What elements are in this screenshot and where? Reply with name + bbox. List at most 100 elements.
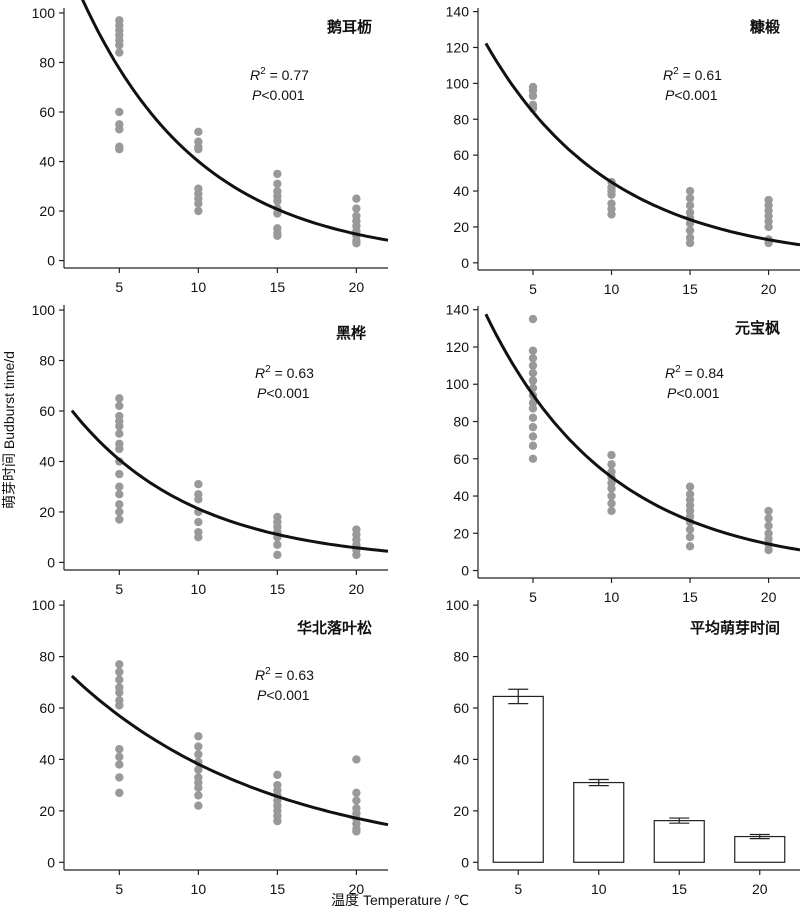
- data-point: [685, 525, 695, 534]
- data-point: [607, 210, 616, 219]
- r-squared-value: = 0.63: [271, 365, 314, 381]
- x-tick-label: 20: [349, 581, 365, 597]
- bar: [734, 835, 786, 863]
- y-tick-label: 40: [39, 154, 55, 170]
- r-superscript: 2: [260, 66, 266, 77]
- r-symbol: R: [663, 67, 673, 83]
- data-point: [273, 550, 282, 560]
- data-point: [685, 482, 695, 491]
- y-tick-label: 80: [39, 649, 55, 665]
- data-point: [273, 179, 282, 189]
- p-value-label: P<0.001: [252, 87, 305, 103]
- r-squared-label: R2 = 0.84: [665, 364, 724, 381]
- fit-curve: [484, 313, 800, 552]
- data-point: [115, 752, 124, 762]
- r-symbol: R: [665, 365, 675, 381]
- x-tick-label: 20: [349, 279, 365, 295]
- fit-curve: [81, 0, 389, 242]
- r-symbol: R: [250, 67, 260, 83]
- r-squared-label: R2 = 0.61: [663, 66, 722, 83]
- x-tick-label: 10: [191, 581, 207, 597]
- r-squared-label: R2 = 0.63: [255, 666, 314, 683]
- y-tick-label: 20: [39, 803, 55, 819]
- panel-title: 糠椴: [749, 18, 780, 36]
- data-point: [607, 450, 616, 460]
- data-point: [685, 238, 695, 248]
- data-point: [115, 507, 124, 517]
- data-point: [352, 827, 361, 836]
- y-tick-label: 0: [461, 255, 469, 271]
- y-tick-label: 0: [47, 253, 55, 269]
- data-point: [115, 490, 124, 499]
- data-point: [115, 660, 124, 669]
- data-point: [273, 196, 282, 206]
- x-tick-label: 5: [115, 581, 123, 597]
- data-point: [194, 742, 203, 751]
- data-point: [194, 732, 203, 741]
- data-point: [273, 540, 282, 549]
- x-tick-label: 5: [115, 279, 123, 295]
- y-tick-label: 40: [39, 751, 55, 767]
- data-point: [194, 127, 203, 137]
- y-tick-label: 80: [39, 353, 55, 369]
- data-point: [115, 429, 124, 438]
- data-point: [764, 506, 773, 516]
- fit-curve: [70, 674, 389, 827]
- y-tick-label: 80: [453, 111, 469, 127]
- r-squared-value: = 0.84: [681, 365, 724, 381]
- data-point: [273, 770, 282, 780]
- p-value: <0.001: [266, 385, 309, 401]
- y-tick-label: 80: [453, 649, 469, 665]
- y-tick-label: 40: [453, 488, 469, 504]
- y-tick-label: 100: [446, 597, 470, 613]
- x-axis-label: 温度 Temperature / ℃: [331, 892, 469, 908]
- panel-title: 黑桦: [336, 324, 366, 342]
- x-tick-label: 5: [529, 589, 537, 605]
- data-point: [115, 394, 124, 403]
- x-tick-label: 5: [514, 881, 522, 897]
- data-point: [528, 361, 538, 370]
- data-point: [115, 48, 124, 57]
- data-point: [273, 231, 282, 241]
- data-point: [115, 40, 124, 50]
- data-point: [115, 667, 124, 677]
- data-point: [352, 550, 361, 560]
- p-symbol: P: [665, 87, 675, 103]
- y-tick-label: 20: [39, 504, 55, 520]
- x-tick-label: 20: [752, 881, 768, 897]
- r-squared-value: = 0.63: [271, 667, 314, 683]
- data-point: [528, 376, 538, 385]
- x-tick-label: 10: [591, 881, 607, 897]
- data-point: [115, 773, 124, 782]
- data-point: [685, 194, 695, 203]
- data-point: [115, 500, 124, 509]
- bar: [573, 781, 625, 863]
- x-tick-label: 15: [270, 279, 286, 295]
- bar: [492, 695, 544, 863]
- r-squared-label: R2 = 0.63: [255, 364, 314, 381]
- y-tick-label: 120: [446, 39, 470, 55]
- y-tick-label: 80: [453, 414, 469, 430]
- x-tick-label: 10: [191, 279, 207, 295]
- p-value: <0.001: [676, 385, 719, 401]
- chart-panel-6: 0 20 40 60 80 100 5 10 15 20 平均萌芽时间: [446, 597, 800, 897]
- p-value-label: P<0.001: [257, 687, 310, 703]
- y-tick-label: 40: [453, 751, 469, 767]
- data-point: [685, 532, 695, 542]
- y-tick-label: 120: [446, 339, 470, 355]
- x-tick-label: 10: [604, 281, 620, 297]
- data-point: [194, 199, 203, 208]
- data-point: [194, 479, 203, 489]
- x-tick-label: 15: [682, 589, 698, 605]
- data-point: [764, 521, 773, 531]
- r-symbol: R: [255, 365, 265, 381]
- data-point: [194, 801, 203, 810]
- r-superscript: 2: [673, 66, 679, 77]
- data-point: [528, 346, 538, 355]
- data-point: [194, 144, 203, 154]
- y-tick-label: 0: [47, 854, 55, 870]
- y-tick-label: 100: [32, 5, 56, 21]
- data-point: [194, 765, 203, 774]
